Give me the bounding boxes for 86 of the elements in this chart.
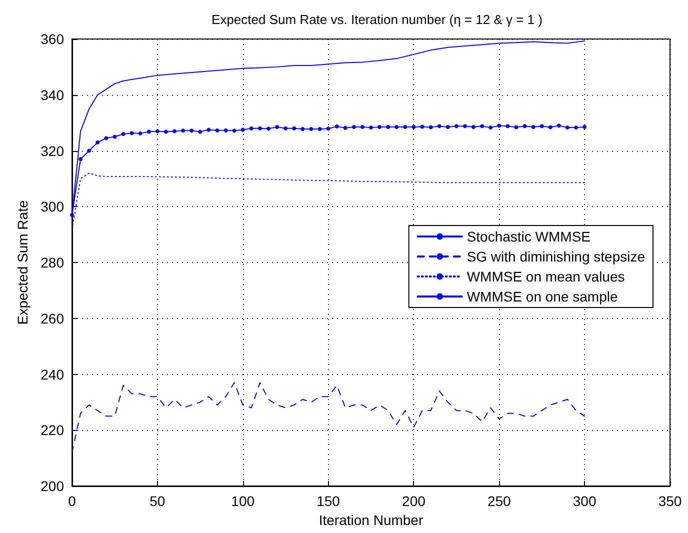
legend-label: Stochastic WMMSE [466,228,591,244]
point [138,131,142,136]
y-tick-label: 320 [40,142,64,159]
point [130,131,134,136]
point [96,140,100,144]
point [565,126,570,130]
point [172,129,177,134]
point [454,124,458,128]
x-tick-label: 350 [658,493,682,509]
point [548,125,552,130]
point [437,124,442,128]
point [472,125,476,129]
point [146,130,151,134]
point [556,124,561,128]
point [480,124,484,128]
point [318,126,322,131]
point [292,126,296,130]
point [540,124,544,128]
point [164,130,168,134]
point [462,124,467,128]
point [446,125,450,129]
point [70,213,74,218]
point [224,128,228,132]
point [394,125,399,129]
point [190,128,194,133]
point [386,125,390,129]
x-tick-label: 300 [572,493,596,509]
point [309,126,314,131]
y-tick-label: 340 [40,86,64,103]
point [275,125,280,129]
point [87,148,92,153]
point [531,125,536,129]
legend-label: WMMSE on mean values [466,268,625,284]
point [497,124,502,128]
point [378,125,382,129]
point [334,124,339,128]
point [360,125,364,129]
point [155,129,160,134]
x-tick-label: 150 [316,493,340,509]
point [522,124,527,128]
y-tick-label: 360 [40,31,64,47]
x-axis-title: Iteration Number [318,512,424,528]
point [574,126,578,130]
point [112,134,117,139]
point [506,124,510,128]
point [198,130,202,134]
point [206,128,211,132]
y-tick-label: 260 [40,310,64,326]
point [215,128,220,132]
x-tick-label: 100 [231,493,255,509]
point [514,125,518,130]
point [412,125,416,129]
point [488,126,493,130]
point [258,126,262,130]
point [369,126,373,130]
point [352,125,356,129]
point [428,125,433,130]
line-series [72,382,586,453]
y-tick-label: 300 [40,198,64,215]
point [121,132,126,136]
point [420,124,424,129]
point [78,157,83,162]
point [582,125,587,129]
x-tick-label: 250 [487,493,512,509]
y-tick-label: 240 [40,366,64,382]
x-tick-label: 50 [150,493,166,509]
point [300,126,305,131]
y-tick-label: 280 [40,254,64,270]
y-tick-label: 220 [40,422,64,438]
point [403,125,408,129]
y-tick-label: 200 [40,478,64,494]
legend-label: WMMSE on one sample [466,288,618,304]
legend-label: SG with diminishing stepsize [466,248,646,264]
x-tick-label: 200 [402,493,426,509]
point [181,128,186,133]
point [284,126,288,130]
point [266,126,270,131]
point [104,136,108,140]
point [326,126,330,131]
x-tick-label: 0 [68,493,76,509]
point [232,128,236,133]
y-axis-title: Expected Sum Rate [14,200,31,325]
point [249,126,254,130]
chart-title: Expected Sum Rate vs. Iteration number (η = 12 & γ = 1 ) [212,12,542,27]
point [343,126,348,130]
point [240,128,245,132]
